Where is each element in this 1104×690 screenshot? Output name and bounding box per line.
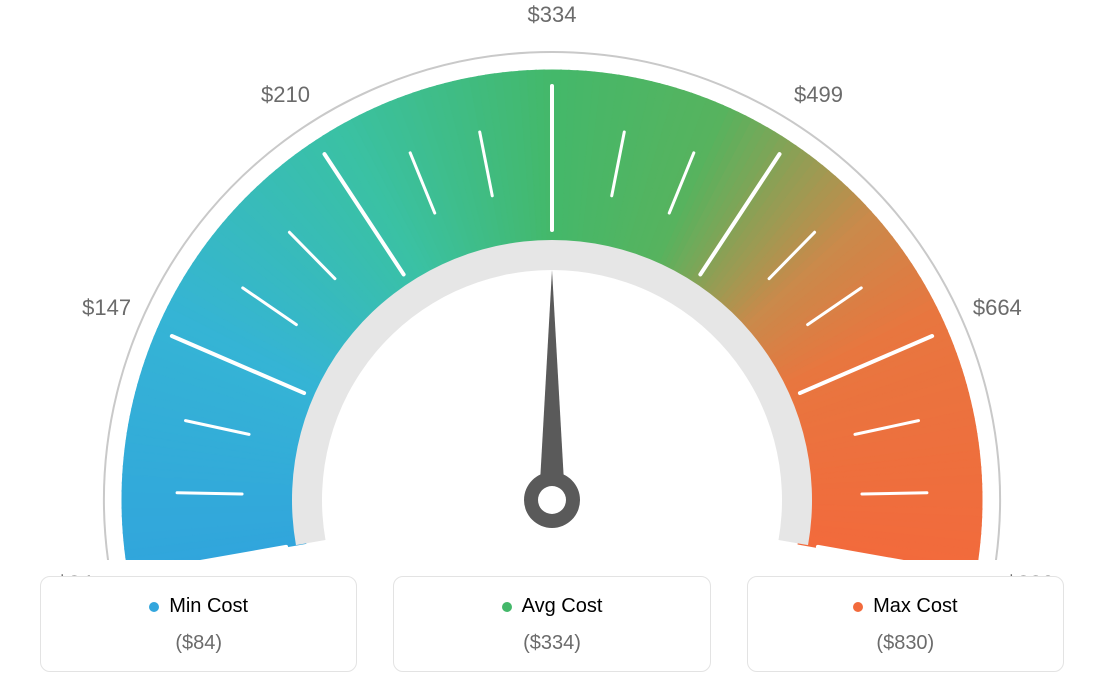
legend-title-min: Min Cost [149,595,248,618]
legend-dot-avg [502,602,512,612]
gauge-tick-label: $499 [794,82,843,108]
legend-value-max: ($830) [758,632,1053,655]
legend-dot-min [149,602,159,612]
gauge-tick-label: $334 [528,2,577,28]
legend-card-min: Min Cost ($84) [40,576,357,672]
gauge-area: $84$147$210$334$499$664$830 [0,0,1104,560]
gauge-tick-label: $210 [261,82,310,108]
legend-title-max: Max Cost [853,595,957,618]
legend-value-min: ($84) [51,632,346,655]
legend-card-max: Max Cost ($830) [747,576,1064,672]
gauge-tick-label: $664 [973,295,1022,321]
legend-value-avg: ($334) [404,632,699,655]
legend-label-avg: Avg Cost [522,595,603,618]
legend-label-max: Max Cost [873,595,957,618]
legend-title-avg: Avg Cost [502,595,603,618]
legend-card-avg: Avg Cost ($334) [393,576,710,672]
legend-row: Min Cost ($84) Avg Cost ($334) Max Cost … [0,576,1104,672]
gauge-tick-label: $147 [82,295,131,321]
gauge-svg [0,0,1104,560]
legend-label-min: Min Cost [169,595,248,618]
legend-dot-max [853,602,863,612]
